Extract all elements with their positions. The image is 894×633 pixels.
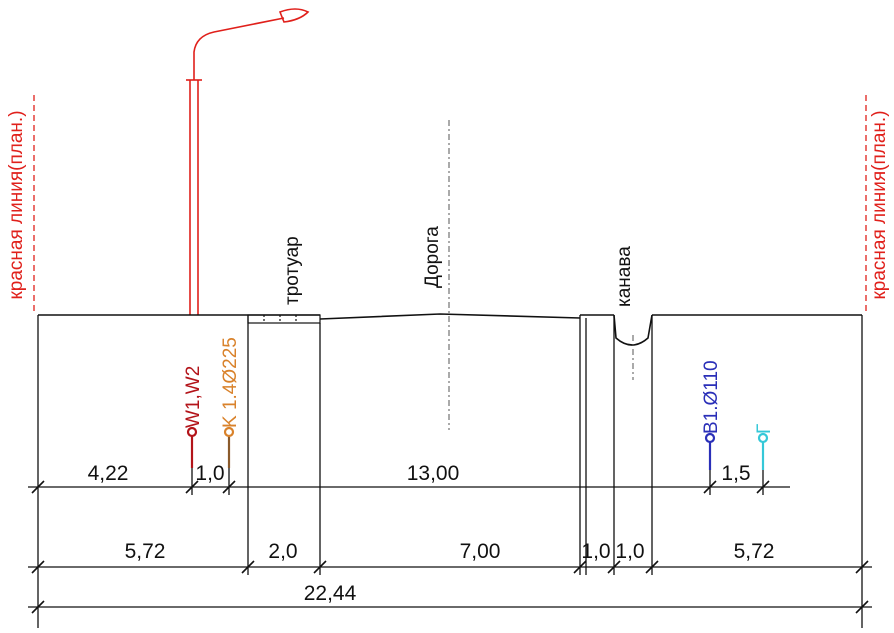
utility-w1w2-label: W1,W2 <box>183 366 204 428</box>
dim-total: 22,44 <box>304 582 357 605</box>
dimension-lines <box>28 486 872 608</box>
dim-row2-b: 2,0 <box>268 540 297 563</box>
utility-k1-label: K 1.4Ø225 <box>220 337 241 428</box>
sidewalk-label: тротуар <box>282 236 303 305</box>
dim-row2-d: 1,0 <box>581 540 610 563</box>
dim-row1-a: 4,22 <box>88 462 129 485</box>
dim-row1-b: 1,0 <box>195 462 224 485</box>
ditch-label: канава <box>614 246 635 307</box>
utility-markers <box>186 426 769 470</box>
sidewalk-strip <box>247 314 321 324</box>
dim-row1-c: 13,00 <box>407 462 460 485</box>
ground-profile <box>38 313 862 346</box>
red-line-markers <box>33 95 867 315</box>
street-lamp-icon <box>186 8 310 315</box>
boundary-lines <box>37 315 863 628</box>
road-label: Дорога <box>422 226 443 288</box>
dim-row2-c: 7,00 <box>460 540 501 563</box>
dimension-ticks <box>31 480 869 614</box>
dim-row2-e: 1,0 <box>615 540 644 563</box>
utility-b1-label: B1.Ø110 <box>701 360 722 434</box>
dim-row1-d: 1,5 <box>721 462 750 485</box>
dim-row2-f: 5,72 <box>734 540 775 563</box>
dim-row2-a: 5,72 <box>125 540 166 563</box>
axis-lines <box>448 120 634 430</box>
red-line-left-label: красная линия(план.) <box>6 110 27 299</box>
red-line-right-label: красная линия(план.) <box>869 110 890 299</box>
utility-g-label: Г <box>754 424 775 434</box>
